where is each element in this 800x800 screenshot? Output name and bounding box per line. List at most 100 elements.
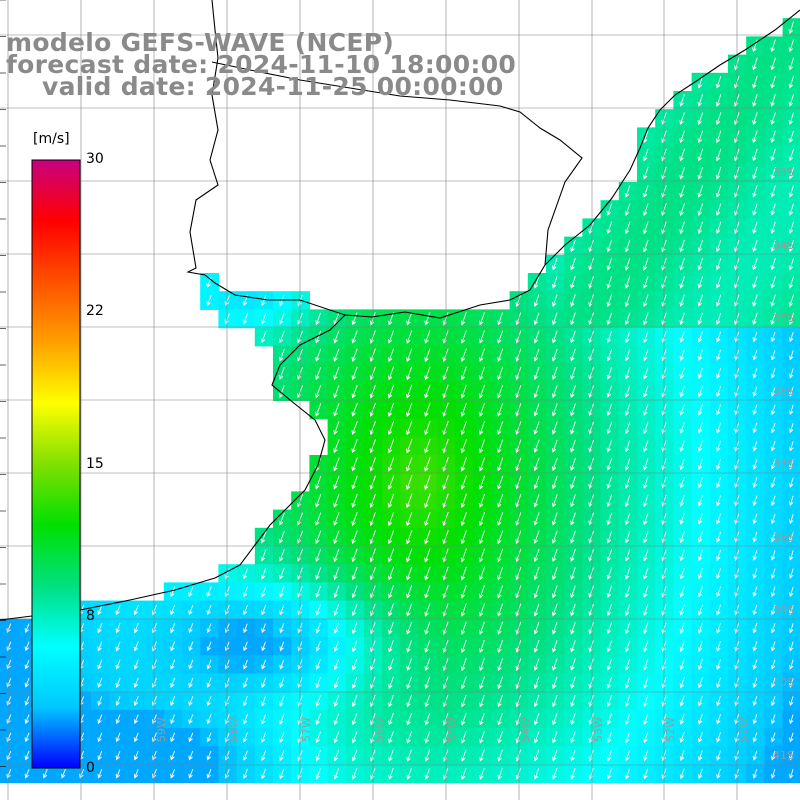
wind-arrow <box>351 493 358 508</box>
title-model: modelo GEFS-WAVE (NCEP) <box>6 28 395 57</box>
wind-arrow <box>424 530 431 545</box>
wind-arrow <box>606 439 613 453</box>
wind-arrow <box>789 532 794 543</box>
wind-arrow <box>424 694 431 708</box>
wind-arrow <box>697 713 703 725</box>
wind-arrow <box>570 621 576 635</box>
wind-arrow <box>716 513 722 525</box>
wind-arrow <box>588 658 594 671</box>
wind-arrow <box>333 312 340 326</box>
wind-arrow <box>551 658 558 671</box>
wind-arrow <box>497 384 504 399</box>
wind-arrow <box>387 330 395 344</box>
wind-arrow <box>533 421 540 435</box>
wind-arrow <box>460 694 467 708</box>
wind-arrow <box>24 659 30 670</box>
wind-arrow <box>697 567 703 580</box>
lon-label: 54W <box>519 717 532 742</box>
wind-arrow <box>770 696 776 707</box>
wind-arrow <box>752 404 758 416</box>
wind-arrow <box>188 604 194 616</box>
wind-arrow <box>351 640 358 653</box>
wind-arrow <box>788 57 795 71</box>
wind-arrow <box>351 330 358 344</box>
wind-arrow <box>606 640 613 653</box>
wind-arrow <box>697 221 704 235</box>
wind-arrow <box>788 94 795 107</box>
wind-arrow <box>624 349 631 362</box>
wind-arrow <box>697 640 703 653</box>
wind-arrow <box>497 348 504 362</box>
wind-arrow <box>315 713 321 726</box>
wind-arrow <box>533 366 540 381</box>
wind-arrow <box>643 349 649 362</box>
wind-arrow <box>533 475 540 490</box>
lon-label: 57W <box>300 717 313 742</box>
wind-arrow <box>606 494 613 508</box>
wind-arrow <box>24 678 30 688</box>
wind-arrow <box>752 57 758 71</box>
wind-arrow <box>716 531 722 543</box>
lat-label: 40S <box>773 676 794 689</box>
wind-arrow <box>351 622 358 635</box>
wind-arrow <box>279 695 285 707</box>
wind-arrow <box>606 349 613 362</box>
wind-arrow <box>679 312 685 326</box>
wind-arrow <box>478 530 486 545</box>
wind-arrow <box>752 331 758 343</box>
wind-arrow <box>588 349 594 362</box>
wind-arrow <box>715 203 722 216</box>
wind-arrow <box>478 493 486 508</box>
wind-arrow <box>170 604 176 616</box>
wind-arrow <box>752 386 758 397</box>
wind-arrow <box>624 440 631 453</box>
wind-arrow <box>606 531 613 544</box>
wind-arrow <box>533 585 540 599</box>
wind-arrow <box>551 312 558 326</box>
wind-arrow <box>570 731 576 744</box>
wind-arrow <box>206 769 212 779</box>
wind-arrow <box>716 440 722 452</box>
wind-arrow <box>643 312 649 326</box>
wind-arrow <box>460 603 467 617</box>
wind-arrow <box>261 768 267 780</box>
wind-arrow <box>624 312 631 326</box>
wind-arrow <box>697 586 703 598</box>
wind-arrow <box>388 767 394 780</box>
wind-arrow <box>588 385 594 398</box>
wind-arrow <box>424 767 431 780</box>
wind-arrow <box>788 148 795 162</box>
wind-arrow <box>206 695 212 707</box>
wind-arrow <box>333 530 340 545</box>
wind-arrow <box>278 530 285 544</box>
wind-arrow <box>679 495 685 507</box>
wind-arrow <box>315 604 321 616</box>
wind-arrow <box>461 749 467 762</box>
wind-arrow <box>479 713 485 726</box>
wind-arrow <box>697 495 703 507</box>
wind-arrow <box>697 732 703 743</box>
wind-arrow <box>624 676 631 689</box>
wind-arrow <box>643 440 649 453</box>
wind-arrow <box>406 530 413 545</box>
wind-arrow <box>606 403 613 417</box>
wind-arrow <box>697 458 703 471</box>
wind-arrow <box>24 769 30 779</box>
wind-arrow <box>388 713 394 726</box>
wind-arrow <box>624 640 631 653</box>
wind-arrow <box>643 713 649 725</box>
wind-arrow <box>478 348 485 362</box>
wind-arrow <box>279 677 285 689</box>
wind-arrow <box>497 731 503 744</box>
wind-arrow <box>642 166 649 180</box>
wind-arrow <box>789 677 794 688</box>
wind-arrow <box>97 714 103 725</box>
wind-arrow <box>333 604 340 616</box>
wind-arrow <box>697 385 703 398</box>
wind-arrow <box>424 603 431 617</box>
wind-arrow <box>224 295 230 307</box>
wind-arrow <box>279 641 285 652</box>
wind-arrow <box>243 623 248 634</box>
wind-arrow <box>151 623 157 634</box>
wind-arrow <box>716 422 722 434</box>
